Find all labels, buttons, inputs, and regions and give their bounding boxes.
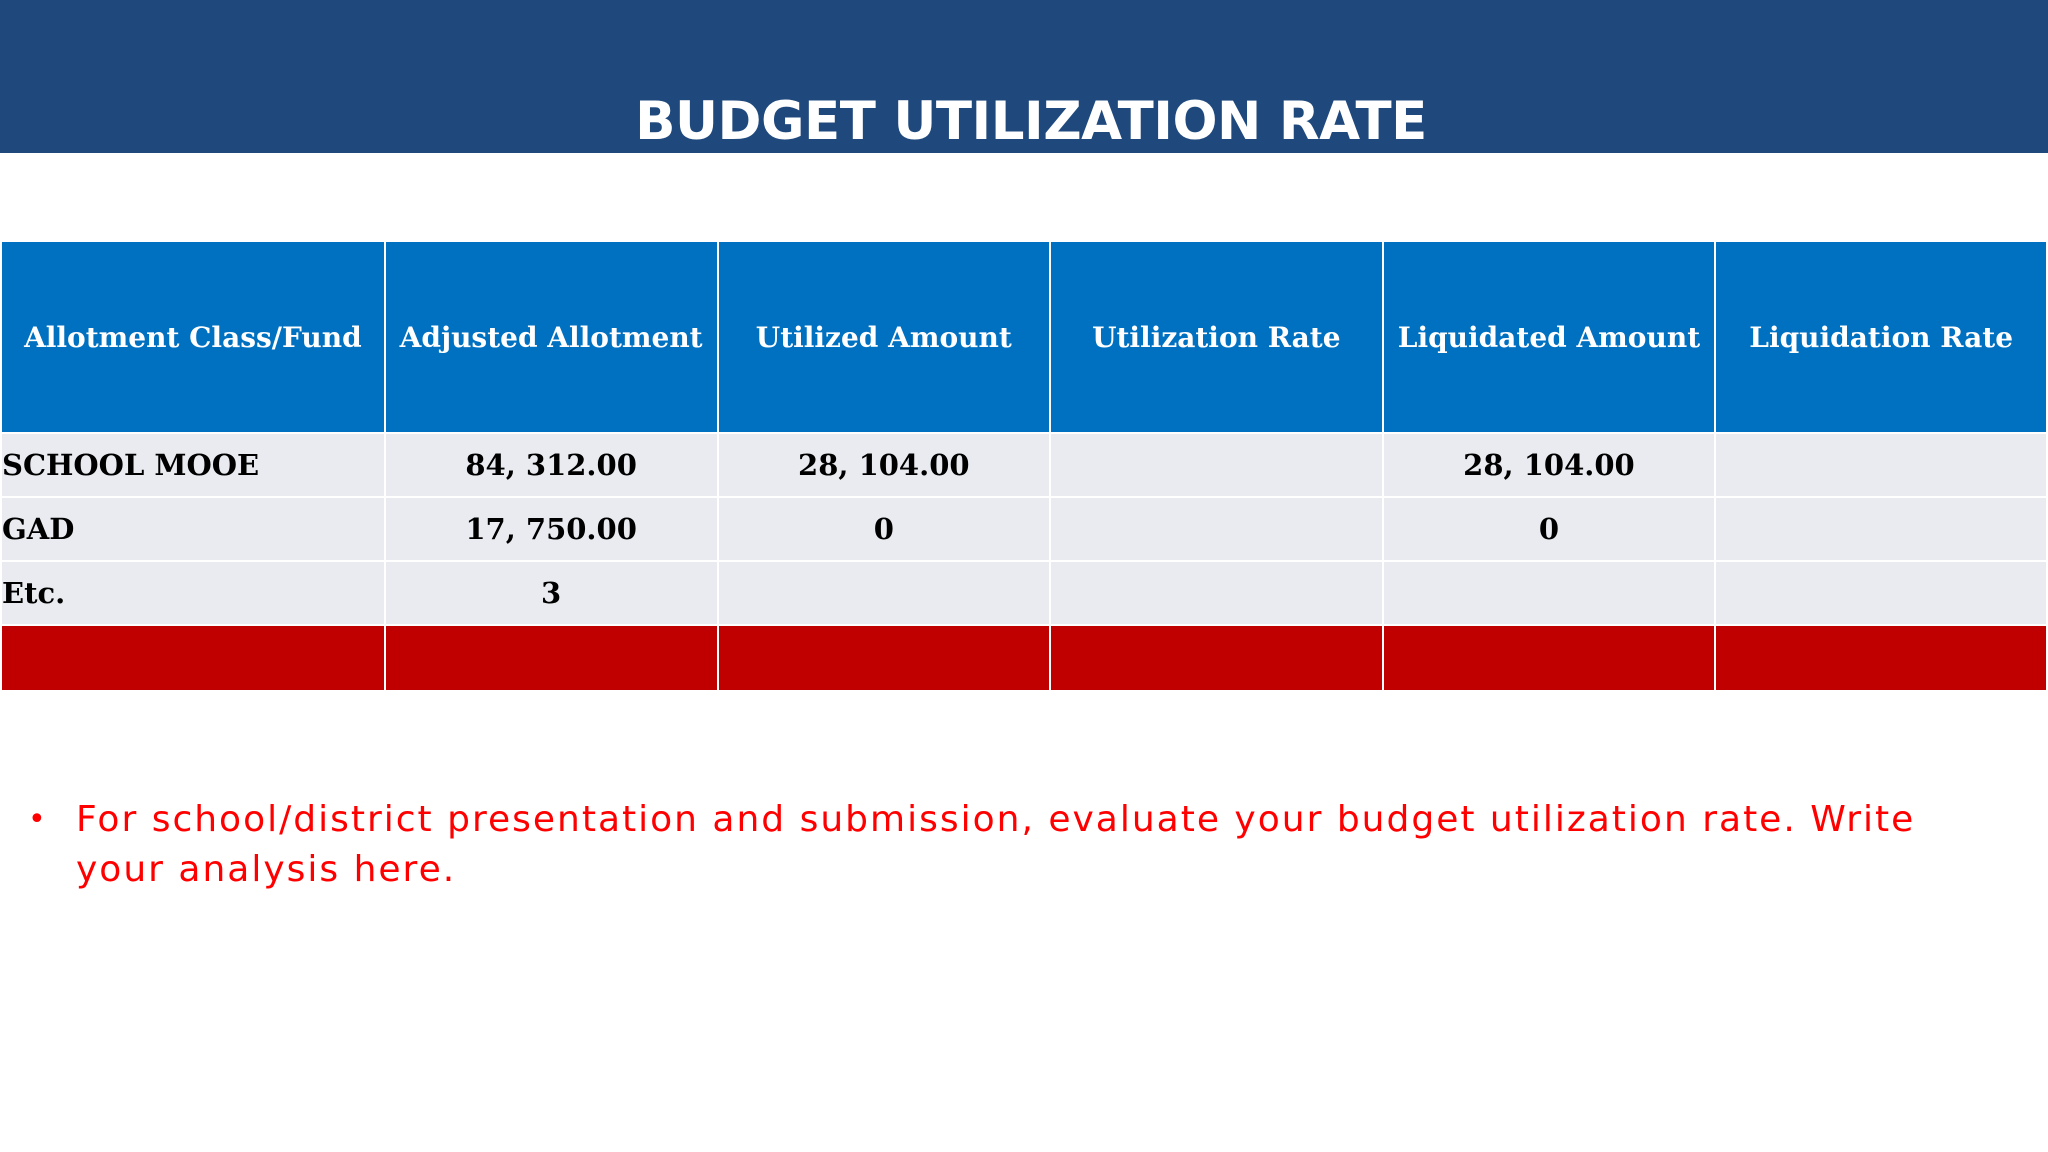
cell-liquidation-rate (1714, 496, 2048, 562)
cell-utilization-rate (1049, 496, 1384, 562)
cell-liquidation-rate (1714, 432, 2048, 498)
cell-fund: GAD (0, 496, 386, 562)
table-row: Etc. 3 (0, 560, 2048, 626)
budget-table: Allotment Class/Fund Adjusted Allotment … (0, 240, 2048, 692)
total-cell (1714, 624, 2048, 692)
table-header-row: Allotment Class/Fund Adjusted Allotment … (0, 240, 2048, 434)
table-total-row (0, 624, 2048, 692)
cell-fund: SCHOOL MOOE (0, 432, 386, 498)
slide-title: BUDGET UTILIZATION RATE (635, 91, 1427, 152)
header-utilized-amount: Utilized Amount (716, 240, 1052, 434)
header-allotment-class: Allotment Class/Fund (0, 240, 386, 434)
cell-liquidated-amount (1381, 560, 1717, 626)
header-liquidated-amount: Liquidated Amount (1381, 240, 1717, 434)
table-row: SCHOOL MOOE 84, 312.00 28, 104.00 28, 10… (0, 432, 2048, 498)
total-cell (0, 624, 386, 692)
total-cell (716, 624, 1052, 692)
cell-liquidation-rate (1714, 560, 2048, 626)
cell-utilization-rate (1049, 432, 1384, 498)
note-text: For school/district presentation and sub… (76, 799, 1916, 890)
total-cell (1381, 624, 1717, 692)
cell-adjusted-allotment: 17, 750.00 (383, 496, 719, 562)
total-cell (1049, 624, 1384, 692)
cell-adjusted-allotment: 3 (383, 560, 719, 626)
cell-utilized-amount (716, 560, 1052, 626)
cell-liquidated-amount: 0 (1381, 496, 1717, 562)
bullet-icon: • (28, 802, 48, 837)
analysis-notes: • For school/district presentation and s… (28, 795, 1988, 895)
total-cell (383, 624, 719, 692)
cell-utilized-amount: 28, 104.00 (716, 432, 1052, 498)
header-utilization-rate: Utilization Rate (1049, 240, 1384, 434)
cell-liquidated-amount: 28, 104.00 (1381, 432, 1717, 498)
cell-utilized-amount: 0 (716, 496, 1052, 562)
cell-fund: Etc. (0, 560, 386, 626)
header-liquidation-rate: Liquidation Rate (1714, 240, 2048, 434)
cell-utilization-rate (1049, 560, 1384, 626)
table-row: GAD 17, 750.00 0 0 (0, 496, 2048, 562)
note-item: • For school/district presentation and s… (28, 795, 1988, 895)
header-adjusted-allotment: Adjusted Allotment (383, 240, 719, 434)
cell-adjusted-allotment: 84, 312.00 (383, 432, 719, 498)
title-bar (0, 0, 2048, 153)
